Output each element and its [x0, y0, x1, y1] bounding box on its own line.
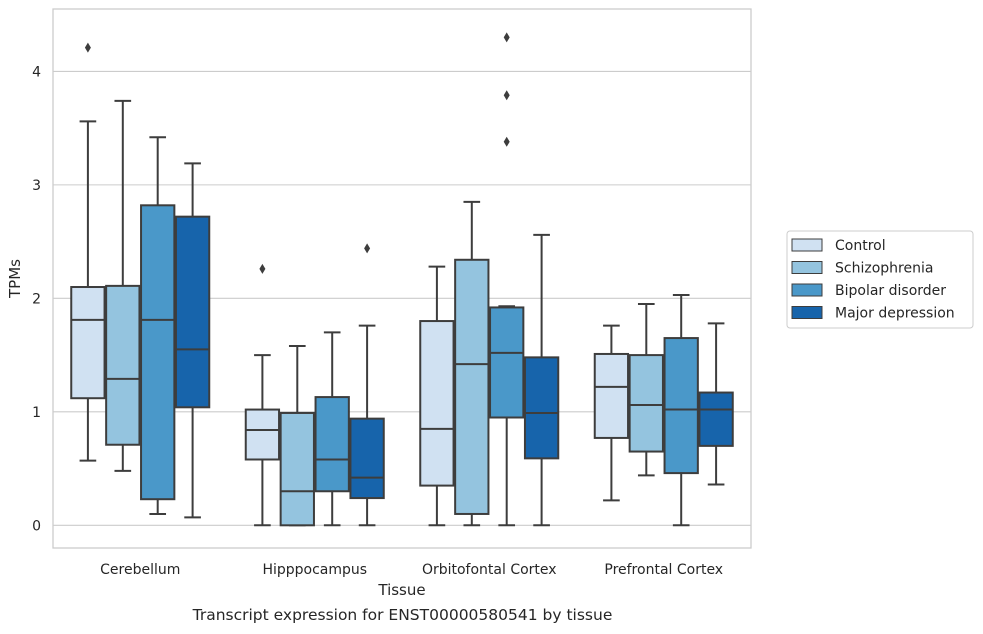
legend-swatch: [791, 306, 823, 319]
iqr-box: [174, 215, 211, 409]
outlier-point: [503, 32, 510, 43]
x-ticks: Cerebellum Hipppocampus Orbitofontal Corte…: [100, 562, 723, 578]
iqr-box: [489, 306, 525, 419]
box-control: [244, 263, 281, 527]
iqr-box: [523, 356, 560, 460]
box-major-depression: [698, 322, 734, 486]
box-schizophrenia: [105, 99, 141, 472]
outlier-point: [503, 136, 510, 147]
iqr-box: [349, 417, 385, 500]
box-control: [419, 265, 455, 527]
box-control: [593, 324, 630, 502]
legend-swatch: [791, 238, 823, 252]
legend-swatch: [791, 261, 823, 274]
box-schizophrenia: [628, 303, 664, 477]
box-schizophrenia: [279, 345, 315, 527]
box-schizophrenia: [454, 200, 490, 527]
iqr-box: [663, 337, 699, 475]
x-tick-label: Orbitofontal Cortex: [422, 562, 557, 578]
box-control: [70, 42, 106, 462]
legend: Control Schizophrenia Bipolar disorder Majo…: [786, 230, 974, 329]
iqr-box: [628, 354, 664, 453]
iqr-box: [419, 320, 455, 487]
iqr-box: [314, 396, 350, 493]
y-axis-label: TPMs: [6, 259, 24, 299]
outlier-point: [503, 90, 510, 101]
legend-item: Schizophrenia: [791, 261, 933, 277]
y-tick-label: 4: [32, 64, 41, 80]
y-tick-label: 0: [32, 518, 41, 534]
y-tick-label: 2: [32, 291, 41, 307]
iqr-box: [593, 352, 630, 439]
iqr-box: [105, 284, 141, 446]
iqr-box: [279, 411, 315, 527]
outlier-point: [259, 263, 266, 274]
iqr-box: [140, 204, 176, 501]
x-tick-label: Hipppocampus: [262, 562, 367, 578]
iqr-box: [244, 408, 281, 461]
legend-item: Control: [791, 238, 886, 254]
box-major-depression: [349, 243, 385, 527]
box-bipolar-disorder: [140, 136, 176, 515]
legend-swatch: [791, 283, 823, 297]
box-bipolar-disorder: [489, 32, 525, 527]
figure-caption: Transcript expression for ENST0000058054…: [192, 606, 613, 624]
x-tick-label: Prefrontal Cortex: [604, 562, 723, 578]
outlier-point: [364, 243, 371, 254]
x-tick-label: Cerebellum: [100, 562, 180, 578]
box-major-depression: [523, 233, 560, 527]
legend-label: Major depression: [835, 306, 955, 322]
iqr-box: [698, 391, 734, 447]
outlier-point: [84, 42, 91, 53]
legend-item: Bipolar disorder: [791, 283, 946, 299]
iqr-box: [454, 258, 490, 515]
legend-label: Schizophrenia: [835, 261, 933, 277]
box-major-depression: [174, 162, 211, 519]
plot-frame: [52, 8, 752, 549]
box-bipolar-disorder: [663, 293, 699, 527]
iqr-box: [70, 286, 106, 400]
y-ticks: 0 1 2 3 4: [32, 64, 41, 534]
legend-frame: [786, 230, 974, 329]
y-tick-label: 1: [32, 405, 41, 421]
legend-label: Bipolar disorder: [835, 283, 946, 299]
legend-label: Control: [835, 238, 886, 254]
x-axis-label: Tissue: [377, 581, 425, 599]
plot-boxes: [70, 32, 734, 527]
legend-item: Major depression: [791, 306, 955, 322]
y-tick-label: 3: [32, 178, 41, 194]
box-bipolar-disorder: [314, 331, 350, 527]
